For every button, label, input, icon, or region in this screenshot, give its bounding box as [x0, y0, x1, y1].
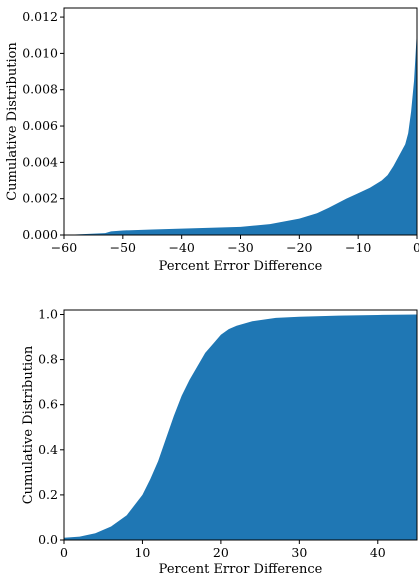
y-tick-label: 0.006	[22, 118, 58, 133]
y-tick-label: 0.4	[38, 442, 58, 457]
y-tick-label: 0.012	[22, 9, 58, 24]
y-tick-label: 0.010	[22, 45, 58, 60]
x-axis-label: Percent Error Difference	[159, 562, 323, 576]
y-tick-label: 0.008	[22, 82, 58, 97]
y-axis-label: Cumulative Distribution	[21, 345, 36, 504]
x-tick-label: −20	[286, 240, 312, 255]
cdf-area	[64, 314, 417, 540]
x-tick-label: −40	[168, 240, 194, 255]
x-tick-label: 10	[134, 545, 150, 560]
y-tick-label: 0.8	[38, 352, 58, 367]
axes-frame	[63, 309, 418, 541]
x-tick-label: 40	[370, 545, 386, 560]
x-tick-label: 0	[60, 545, 68, 560]
y-tick-label: 0.2	[38, 487, 58, 502]
x-axis-label: Percent Error Difference	[159, 259, 323, 274]
x-tick-label: −30	[227, 240, 253, 255]
chart-panel-1: −60 −50 −40 −30 −20 −10 0 0.000 0.002 0.004 0.006 0…	[5, 7, 419, 274]
x-tick-label: −50	[110, 240, 136, 255]
x-tick-label: −10	[345, 240, 371, 255]
x-tick-label: 30	[291, 545, 307, 560]
y-tick-label: 1.0	[38, 307, 58, 322]
x-tick-label: 0	[413, 240, 419, 255]
y-tick-label: 0.004	[22, 154, 58, 169]
y-tick-label: 0.6	[38, 397, 58, 412]
y-tick-label: 0.000	[22, 227, 58, 242]
x-tick-label: −60	[51, 240, 77, 255]
x-tick-label: 20	[213, 545, 229, 560]
cdf-area	[64, 29, 417, 235]
y-tick-label: 0.002	[22, 191, 58, 206]
chart-panel-2: 0 10 20 30 40 0.0 0.2 0.4 0.6 0.8 1.0 Percent Error…	[21, 307, 418, 576]
y-axis-label: Cumulative Distribution	[5, 42, 20, 201]
y-tick-label: 0.0	[38, 532, 58, 547]
